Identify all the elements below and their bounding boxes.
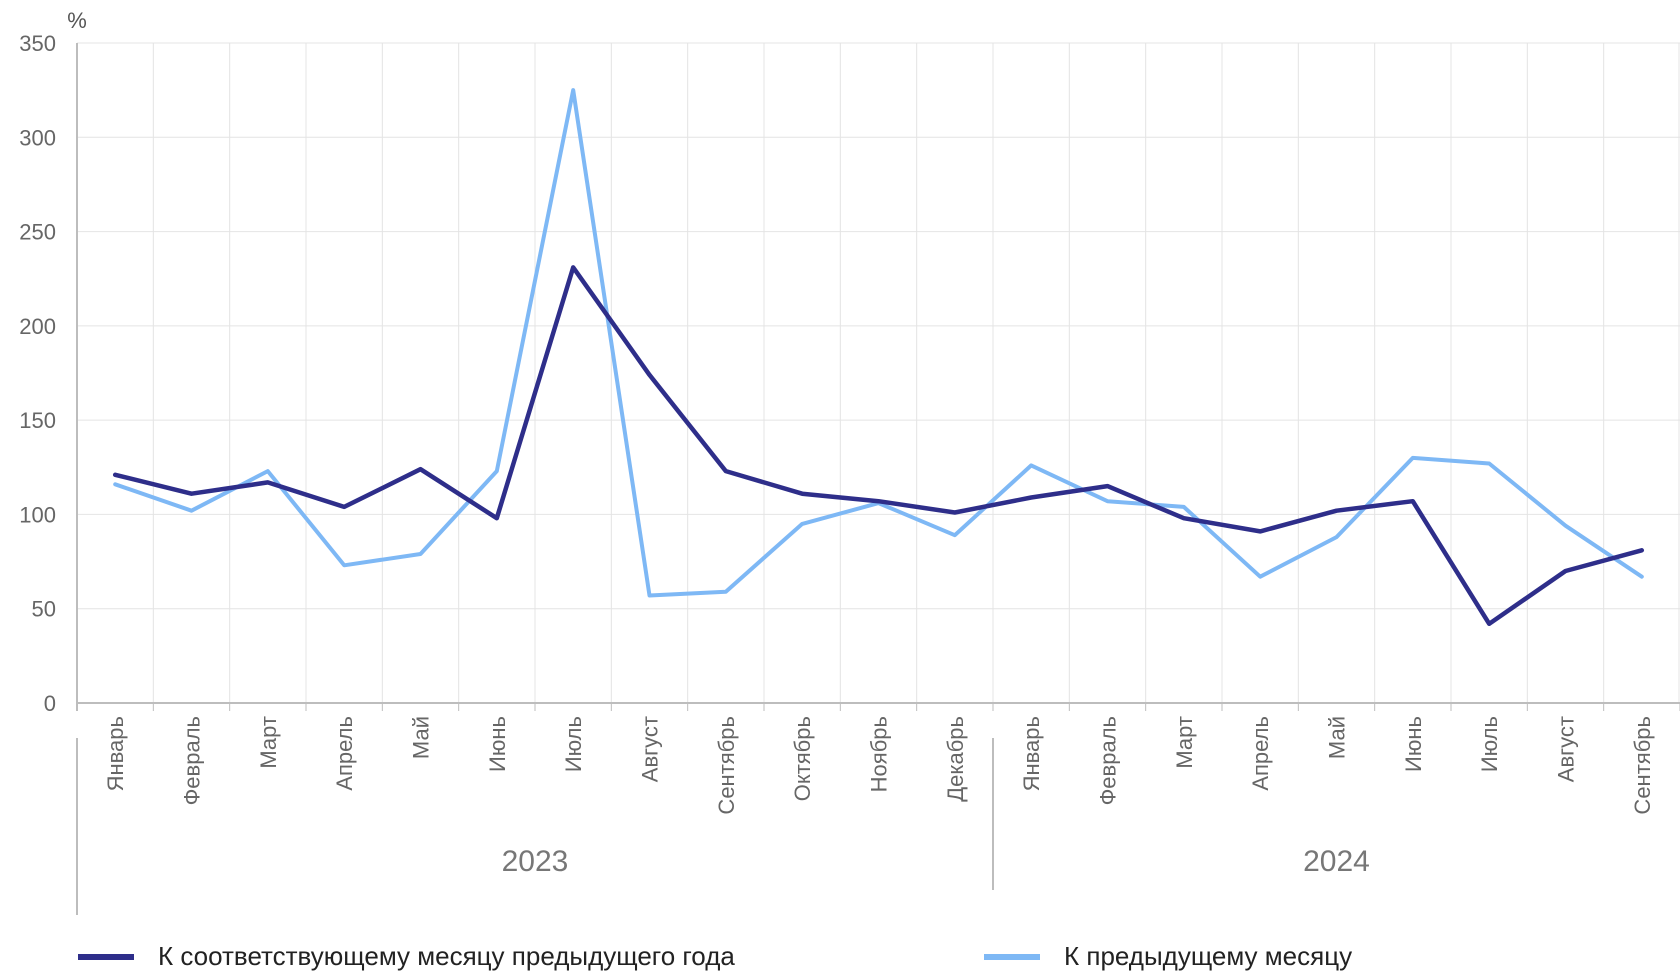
y-tick-label: 150: [19, 408, 56, 433]
y-tick-labels: 0 50 100 150 200 250 300 350: [19, 31, 56, 716]
x-tick-label: Сентябрь: [1630, 716, 1655, 815]
legend-label-mom: К предыдущему месяцу: [1064, 941, 1353, 971]
x-tick-label: Октябрь: [790, 716, 815, 801]
legend-swatch-mom: [984, 953, 1040, 960]
x-tick-label: Август: [638, 716, 663, 782]
x-tick-label: Февраль: [1096, 716, 1121, 805]
axes: [76, 43, 1680, 711]
y-axis-unit: %: [67, 8, 87, 33]
y-tick-label: 300: [19, 125, 56, 150]
legend-item-yoy: К соответствующему месяцу предыдущего го…: [78, 941, 735, 972]
series-line-mom: [113, 88, 1644, 598]
x-tick-label: Ноябрь: [867, 716, 892, 792]
year-group-label: 2023: [502, 845, 569, 878]
year-group-labels: 2023 2024: [76, 738, 1370, 915]
x-tick-label: Июль: [561, 716, 586, 772]
x-tick-label: Февраль: [180, 716, 205, 805]
y-tick-label: 350: [19, 31, 56, 56]
x-tick-label: Апрель: [1248, 716, 1273, 791]
legend-item-mom: К предыдущему месяцу: [984, 941, 1352, 972]
x-tick-label: Июнь: [485, 716, 510, 772]
x-tick-label: Декабрь: [943, 716, 968, 802]
x-tick-label: Май: [409, 716, 434, 759]
x-tick-label: Январь: [1019, 716, 1044, 791]
series-line-yoy: [112, 265, 1645, 627]
x-tick-label: Январь: [103, 716, 128, 791]
series-lines: [112, 88, 1645, 627]
year-group-label: 2024: [1303, 845, 1370, 878]
x-tick-label: Август: [1554, 716, 1579, 782]
x-tick-label: Июнь: [1401, 716, 1426, 772]
grid-lines: [77, 42, 1680, 703]
x-tick-label: Март: [1172, 716, 1197, 769]
x-tick-label: Июль: [1477, 716, 1502, 772]
x-tick-label: Апрель: [332, 716, 357, 791]
x-tick-label: Май: [1325, 716, 1350, 759]
legend-label-yoy: К соответствующему месяцу предыдущего го…: [158, 941, 735, 971]
y-tick-label: 50: [32, 597, 56, 622]
x-tick-label: Сентябрь: [714, 716, 739, 815]
y-tick-label: 200: [19, 314, 56, 339]
y-tick-label: 0: [44, 691, 56, 716]
y-tick-label: 100: [19, 502, 56, 527]
x-tick-labels: Январь Февраль Март Апрель Май Июнь Июль Август…: [103, 716, 1655, 815]
y-tick-label: 250: [19, 220, 56, 245]
x-tick-label: Март: [256, 716, 281, 769]
legend-swatch-yoy: [78, 953, 134, 960]
